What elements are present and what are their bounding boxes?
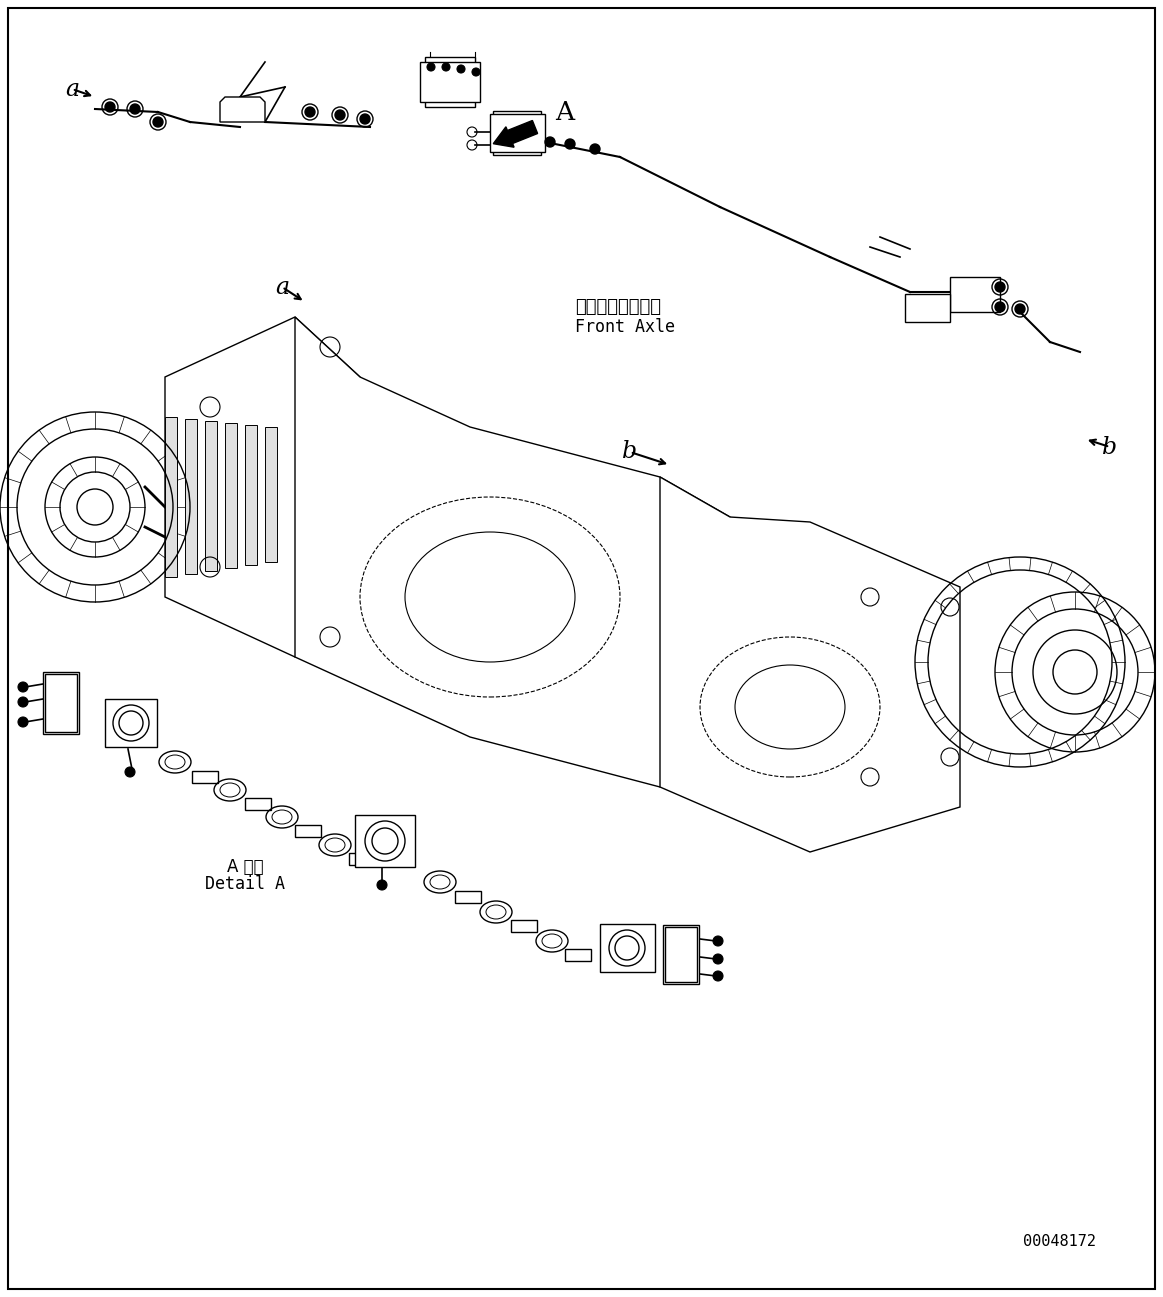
Circle shape [17,717,28,728]
Circle shape [442,64,450,71]
Circle shape [105,102,115,112]
Circle shape [1015,303,1025,314]
Bar [205,422,217,571]
Bar [455,891,481,903]
Bar [265,427,277,562]
Bar [224,423,237,568]
Circle shape [17,682,28,693]
Bar [245,425,257,565]
Text: フロントアクスル: フロントアクスル [575,298,661,316]
Bar [600,923,655,971]
Bar [245,798,271,811]
Circle shape [130,104,140,114]
Text: A 詳細: A 詳細 [227,859,263,875]
Bar [950,278,1000,313]
Circle shape [305,106,315,117]
Bar [349,853,374,865]
Circle shape [713,955,723,964]
Bar [493,112,541,156]
Bar [355,815,415,866]
Bar [185,419,197,575]
Text: Front Axle: Front Axle [575,318,675,336]
Circle shape [565,139,575,149]
Circle shape [996,281,1005,292]
Circle shape [713,971,723,981]
Text: b: b [622,441,637,463]
Bar [420,62,480,102]
Circle shape [335,110,345,121]
Text: a: a [274,275,290,298]
Bar [105,699,157,747]
Bar [424,57,475,106]
Circle shape [996,302,1005,313]
Text: a: a [65,78,79,100]
Circle shape [17,696,28,707]
Bar [565,949,591,961]
Bar [511,920,537,933]
Circle shape [154,117,163,127]
Circle shape [545,137,555,147]
Text: 00048172: 00048172 [1023,1235,1097,1249]
Bar [45,674,77,732]
Circle shape [124,767,135,777]
Text: A: A [556,100,575,125]
Bar [665,927,697,982]
Polygon shape [659,477,959,852]
Circle shape [713,936,723,946]
Circle shape [457,65,465,73]
FancyArrow shape [493,121,537,148]
Circle shape [590,144,600,154]
Polygon shape [165,316,361,658]
Bar [192,770,217,783]
Circle shape [472,67,480,77]
Bar [165,418,177,577]
Circle shape [361,114,370,125]
Polygon shape [295,316,750,787]
Circle shape [427,64,435,71]
Bar [43,672,79,734]
Bar [663,925,699,984]
Bar [905,294,950,322]
Polygon shape [220,97,265,122]
Circle shape [377,879,387,890]
Text: Detail A: Detail A [205,875,285,894]
Bar [295,825,321,837]
Text: b: b [1103,436,1118,459]
Bar [490,114,545,152]
